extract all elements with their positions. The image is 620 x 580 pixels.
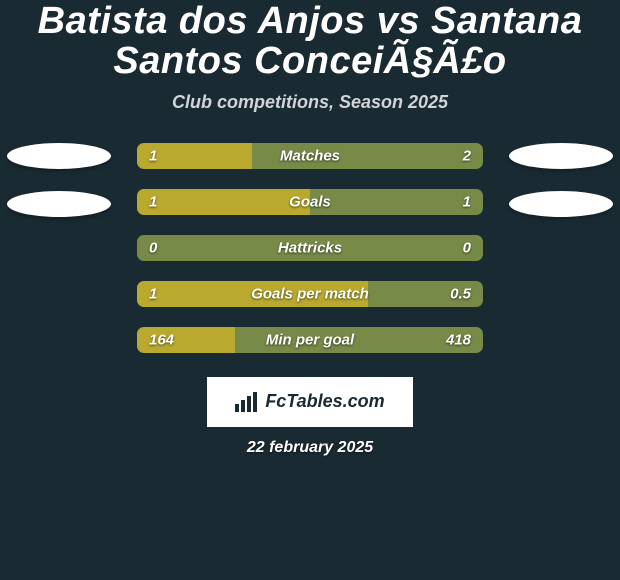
stat-bar-fill — [137, 189, 310, 215]
stat-value-left: 164 — [149, 331, 174, 348]
brand-logo: FcTables.com — [235, 391, 384, 412]
content-root: Batista dos Anjos vs Santana Santos Conc… — [0, 0, 620, 580]
team-oval — [509, 143, 613, 169]
team-oval — [7, 191, 111, 217]
stat-label: Min per goal — [266, 331, 354, 348]
stat-value-right: 2 — [463, 147, 471, 164]
page-title: Batista dos Anjos vs Santana Santos Conc… — [0, 2, 620, 82]
footer-date: 22 february 2025 — [247, 439, 373, 457]
stat-value-right: 0.5 — [450, 285, 471, 302]
stat-value-left: 1 — [149, 193, 157, 210]
bars-icon — [235, 392, 257, 412]
stat-value-left: 0 — [149, 239, 157, 256]
stat-value-right: 0 — [463, 239, 471, 256]
stat-bar: 0 0 Hattricks — [137, 235, 483, 261]
team-oval — [7, 143, 111, 169]
stat-bar: 1 2 Matches — [137, 143, 483, 169]
stat-label: Hattricks — [278, 239, 342, 256]
stat-bar: 1 1 Goals — [137, 189, 483, 215]
page-subtitle: Club competitions, Season 2025 — [172, 92, 448, 113]
left-ovals — [7, 143, 111, 217]
stat-label: Goals — [289, 193, 331, 210]
stat-value-left: 1 — [149, 147, 157, 164]
comparison-section: 1 2 Matches 1 1 Goals 0 0 Hattricks 1 0.5 Goals per… — [0, 143, 620, 353]
stat-value-right: 1 — [463, 193, 471, 210]
comparison-bars: 1 2 Matches 1 1 Goals 0 0 Hattricks 1 0.5 Goals per… — [137, 143, 483, 353]
right-ovals — [509, 143, 613, 217]
stat-value-left: 1 — [149, 285, 157, 302]
brand-logo-box: FcTables.com — [207, 377, 413, 427]
stat-label: Goals per match — [251, 285, 369, 302]
stat-label: Matches — [280, 147, 340, 164]
stat-bar: 1 0.5 Goals per match — [137, 281, 483, 307]
stat-value-right: 418 — [446, 331, 471, 348]
brand-name: FcTables.com — [265, 391, 384, 412]
stat-bar: 164 418 Min per goal — [137, 327, 483, 353]
team-oval — [509, 191, 613, 217]
